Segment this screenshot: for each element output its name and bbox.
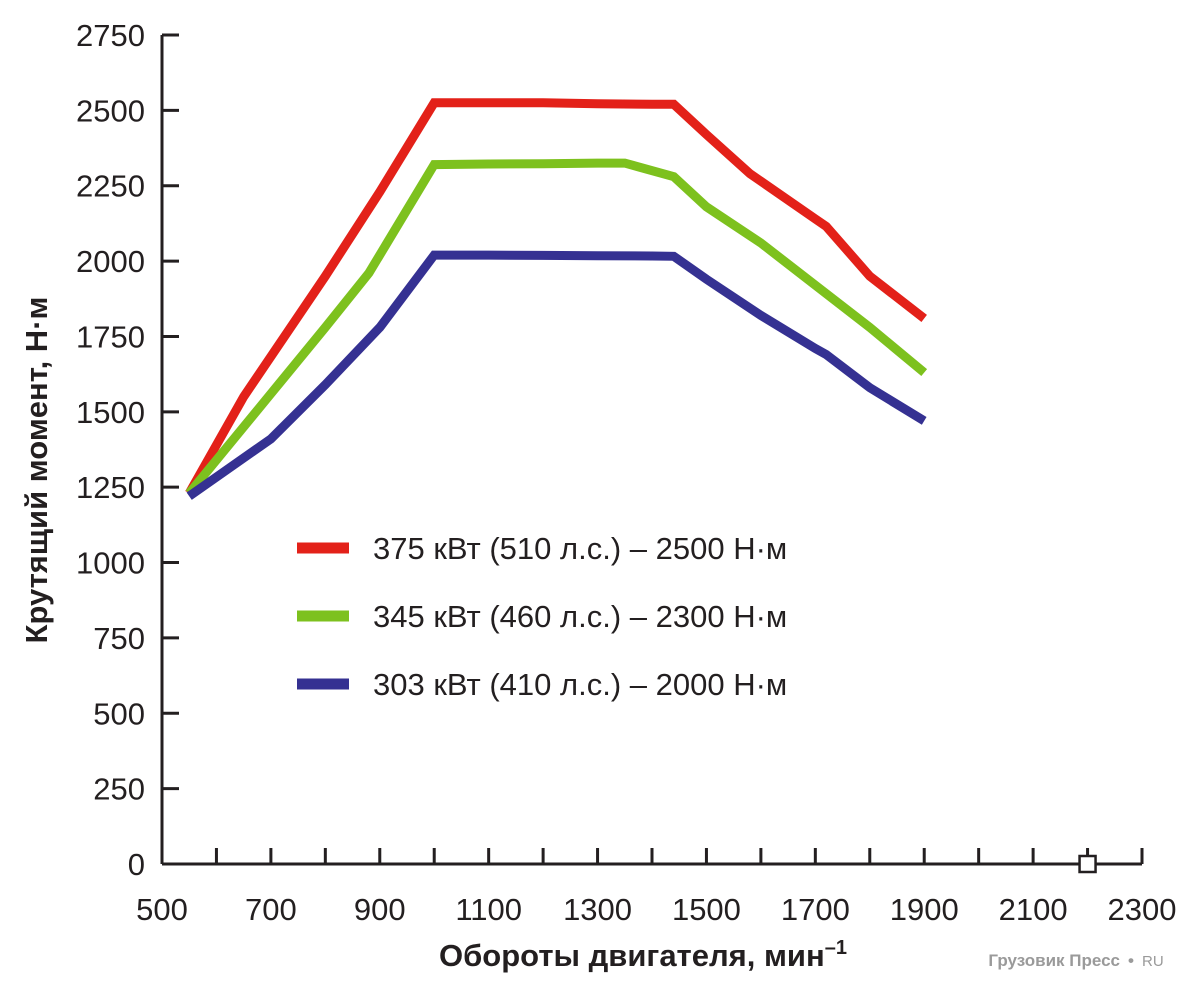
series-line-2 <box>185 158 928 497</box>
legend-label-2: 345 кВт (460 л.с.) – 2300 Н·м <box>373 599 787 634</box>
watermark-brand: Грузовик Пресс <box>988 951 1120 970</box>
x-tick-label: 1700 <box>781 892 850 927</box>
legend-label-1: 375 кВт (510 л.с.) – 2500 Н·м <box>373 531 787 566</box>
x-tick-label: 900 <box>354 892 406 927</box>
annotation-markers <box>1078 854 1097 874</box>
x-axis-title-text: Обороты двигателя, мин <box>439 938 825 973</box>
y-tick-label: 0 <box>128 847 145 882</box>
open-square-marker <box>1078 854 1097 874</box>
legend: 375 кВт (510 л.с.) – 2500 Н·м 345 кВт (46… <box>297 531 787 702</box>
y-tick-label: 500 <box>93 696 145 731</box>
y-tick-label: 1750 <box>76 319 145 354</box>
x-axis-title: Обороты двигателя, мин–1 <box>439 937 847 973</box>
watermark: Грузовик Пресс • RU <box>988 951 1163 970</box>
series-line-1 <box>185 98 927 496</box>
watermark-dot: • <box>1128 951 1134 970</box>
x-axis-title-superscript: –1 <box>825 937 847 959</box>
y-tick-label: 750 <box>93 621 145 656</box>
y-tick-label: 1500 <box>76 395 145 430</box>
y-tick-label: 2250 <box>76 169 145 204</box>
y-axis-title: Крутящий момент, Н·м <box>19 297 54 644</box>
x-tick-label: 500 <box>136 892 188 927</box>
series-line-3 <box>186 250 927 500</box>
x-tick-label: 2100 <box>999 892 1068 927</box>
x-tick-label: 1900 <box>890 892 959 927</box>
x-tick-label: 700 <box>245 892 297 927</box>
x-tick-label: 1100 <box>455 892 522 927</box>
x-tick-label: 2300 <box>1108 892 1177 927</box>
y-tick-label: 2000 <box>76 244 145 279</box>
y-tick-label: 1000 <box>76 546 145 581</box>
y-tick-label: 250 <box>93 772 145 807</box>
y-tick-label: 2750 <box>76 18 145 53</box>
series-lines <box>185 98 928 500</box>
x-axis: 500 700 900 1100 1300 1500 1700 1900 2100 2300 <box>136 848 1176 927</box>
y-axis: 0 250 500 750 1000 1250 1500 1750 2000 2250 2500 27… <box>76 18 179 882</box>
x-tick-label: 1300 <box>563 892 632 927</box>
y-tick-label: 1250 <box>76 470 145 505</box>
legend-label-3: 303 кВт (410 л.с.) – 2000 Н·м <box>373 667 787 702</box>
watermark-tld: RU <box>1142 953 1164 970</box>
x-tick-label: 1500 <box>672 892 741 927</box>
y-tick-label: 2500 <box>76 93 145 128</box>
